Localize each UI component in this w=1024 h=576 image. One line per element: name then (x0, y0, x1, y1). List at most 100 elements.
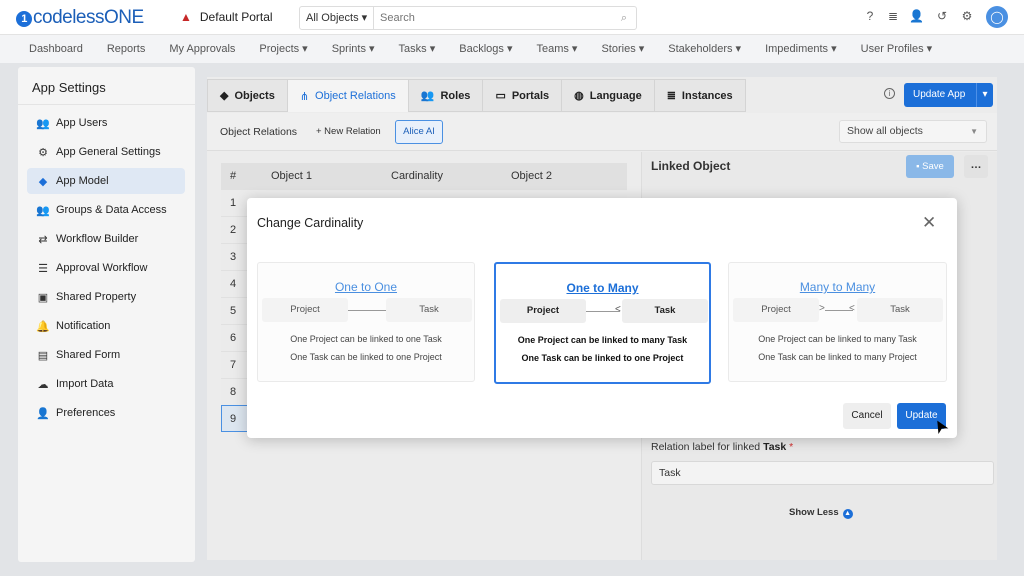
sidebar-item-app-users[interactable]: 👥 App Users (27, 110, 185, 136)
update-app-button[interactable]: Update App ▾ (904, 83, 993, 107)
logo[interactable]: 1 codelessONE (16, 7, 144, 29)
portal-icon: ▲ (180, 10, 192, 24)
alice-ai-button[interactable]: Alice AI (395, 120, 443, 144)
card-desc-2: One Task can be linked to many Project (758, 352, 917, 362)
filter-value: Show all objects (847, 125, 923, 137)
col-header: # (230, 170, 237, 182)
section-title: Object Relations (220, 126, 298, 138)
roles-icon: 👥 (420, 90, 435, 102)
sidebar-item-label: Notification (56, 320, 111, 332)
search-bar: All Objects ▾ ⌕ (299, 6, 637, 30)
sidebar-item-label: Shared Form (56, 349, 121, 361)
globe-icon: ◍ (574, 90, 584, 102)
change-cardinality-dialog: Change Cardinality ✕ One to One Project … (247, 198, 957, 438)
sidebar: App Settings 👥 App Users ⚙ App General Set… (18, 67, 195, 562)
sidebar-item-shared-form[interactable]: ▤ Shared Form (27, 342, 185, 368)
row-number: 1 (230, 197, 237, 209)
search-icon[interactable]: ⌕ (620, 12, 628, 24)
search-scope-select[interactable]: All Objects ▾ (300, 7, 374, 29)
tab-roles[interactable]: 👥 Roles (407, 79, 483, 112)
tab-instances[interactable]: ≣ Instances (653, 79, 746, 112)
nav-impediments[interactable]: Impediments ▾ (765, 43, 837, 55)
tab-object-relations[interactable]: ⋔ Object Relations (286, 79, 408, 112)
card-many-to-many[interactable]: Many to Many Project > < Task One Projec… (728, 262, 947, 382)
nav-reports[interactable]: Reports (106, 43, 146, 55)
portal-switcher[interactable]: ▲ Default Portal (180, 10, 273, 24)
close-icon[interactable]: ✕ (922, 213, 937, 232)
database-icon[interactable]: ≣ (887, 9, 899, 23)
tab-language[interactable]: ◍ Language (561, 79, 654, 112)
tab-label: Language (589, 89, 642, 102)
search-input[interactable] (374, 7, 612, 29)
update-button[interactable]: Update (897, 403, 946, 429)
add-user-icon[interactable]: 👤 (909, 9, 924, 23)
top-bar: 1 codelessONE ▲ Default Portal All Objects… (0, 0, 1024, 35)
more-options-button[interactable]: … (964, 155, 988, 178)
logo-text: codelessONE (33, 7, 144, 28)
main-nav: Dashboard Reports My Approvals Projects … (0, 35, 1024, 63)
card-desc-2: One Task can be linked to one Project (521, 353, 684, 363)
sidebar-item-preferences[interactable]: 👤 Preferences (27, 400, 185, 426)
row-number: 4 (230, 278, 237, 290)
object-filter-select[interactable]: Show all objects ▼ (839, 120, 987, 143)
update-app-label: Update App (913, 89, 966, 100)
save-button[interactable]: ▪ Save (906, 155, 954, 178)
table-header: # Object 1 Cardinality Object 2 (221, 163, 627, 189)
card-right-object: Task (386, 298, 472, 322)
crowfoot-icon: < (615, 304, 621, 315)
card-title[interactable]: One to Many (566, 281, 639, 295)
nav-projects[interactable]: Projects ▾ (259, 43, 308, 55)
divider (18, 104, 195, 105)
nav-stories[interactable]: Stories ▾ (601, 43, 645, 55)
sidebar-item-shared-property[interactable]: ▣ Shared Property (27, 284, 185, 310)
gear-icon[interactable]: ⚙ (961, 9, 973, 23)
inbox-icon: ▣ (37, 291, 49, 304)
card-one-to-one[interactable]: One to One Project Task One Project can … (257, 262, 475, 382)
nav-user-profiles[interactable]: User Profiles ▾ (860, 43, 933, 55)
avatar[interactable]: ◯ (986, 6, 1008, 28)
info-icon[interactable]: i (884, 88, 895, 99)
nav-my-approvals[interactable]: My Approvals (169, 43, 236, 55)
sidebar-item-workflow-builder[interactable]: ⇄ Workflow Builder (27, 226, 185, 252)
nav-backlogs[interactable]: Backlogs ▾ (459, 43, 513, 55)
relation-label-input[interactable]: Task (651, 461, 994, 485)
chevron-down-icon[interactable]: ▾ (976, 83, 993, 107)
tab-objects[interactable]: ◆ Objects (207, 79, 287, 112)
sidebar-item-import-data[interactable]: ☁ Import Data (27, 371, 185, 397)
sidebar-item-general-settings[interactable]: ⚙ App General Settings (27, 139, 185, 165)
card-right-object: Task (622, 299, 708, 323)
sidebar-item-app-model[interactable]: ◆ App Model (27, 168, 185, 194)
sidebar-item-label: App General Settings (56, 146, 161, 158)
cancel-button[interactable]: Cancel (843, 403, 891, 429)
relations-toolbar: Object Relations + New Relation Alice AI… (207, 113, 997, 151)
card-one-to-many[interactable]: One to Many Project < Task One Project c… (494, 262, 711, 384)
sidebar-item-approval-workflow[interactable]: ☰ Approval Workflow (27, 255, 185, 281)
user-settings-icon: 👤 (36, 407, 50, 420)
new-relation-button[interactable]: + New Relation (316, 126, 381, 137)
show-less-toggle[interactable]: Show Less ▲ (789, 507, 853, 519)
sidebar-title: App Settings (32, 80, 106, 95)
card-left-object: Project (262, 298, 348, 322)
row-number: 9 (230, 412, 237, 425)
nav-stakeholders[interactable]: Stakeholders ▾ (668, 43, 742, 55)
card-title[interactable]: One to One (334, 280, 398, 294)
row-number: 8 (230, 386, 237, 398)
dialog-title: Change Cardinality (257, 216, 364, 230)
tab-portals[interactable]: ▭ Portals (482, 79, 562, 112)
history-icon[interactable]: ↺ (936, 9, 948, 23)
help-icon[interactable]: ? (866, 9, 874, 23)
nav-sprints[interactable]: Sprints ▾ (331, 43, 375, 55)
nav-teams[interactable]: Teams ▾ (536, 43, 578, 55)
save-label: Save (922, 161, 944, 172)
nav-tasks[interactable]: Tasks ▾ (398, 43, 436, 55)
col-header: Cardinality (391, 170, 443, 182)
crowfoot-icon: < (849, 303, 855, 314)
nav-dashboard[interactable]: Dashboard (29, 43, 83, 55)
one-to-many-connector (586, 311, 620, 312)
sidebar-item-groups[interactable]: 👥 Groups & Data Access (27, 197, 185, 223)
form-icon: ▤ (37, 349, 49, 362)
col-header: Object 2 (511, 170, 552, 182)
panel-title: Linked Object (651, 159, 731, 173)
sidebar-item-notification[interactable]: 🔔 Notification (27, 313, 185, 339)
card-title[interactable]: Many to Many (799, 280, 876, 294)
